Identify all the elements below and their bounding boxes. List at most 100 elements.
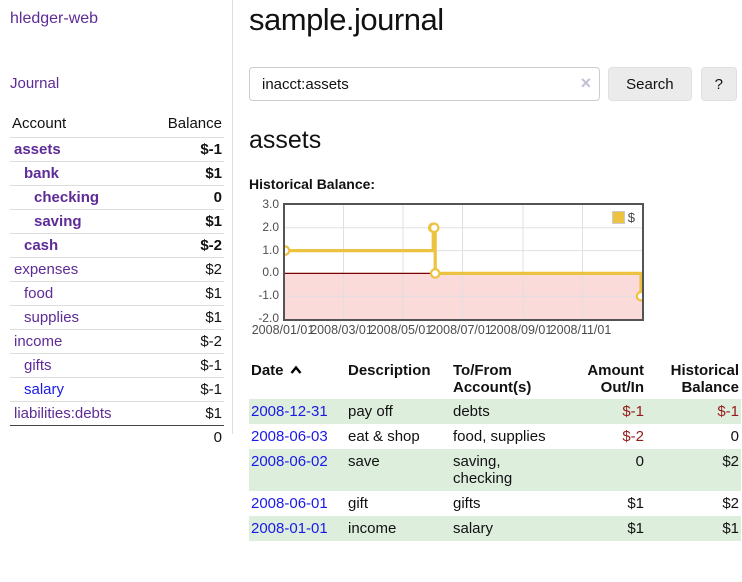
register-header-description: Description bbox=[348, 362, 431, 379]
transaction-balance: 0 bbox=[730, 428, 739, 445]
account-link[interactable]: bank bbox=[24, 165, 60, 182]
transaction-balance: $-1 bbox=[717, 403, 739, 420]
account-row: bank $1 bbox=[10, 161, 224, 186]
page-title: sample.journal bbox=[249, 2, 444, 37]
account-row: income $-2 bbox=[10, 329, 224, 354]
transaction-date-link[interactable]: 2008-06-02 bbox=[251, 453, 328, 470]
main-content: sample.journal × Search ? assets Histori… bbox=[245, 0, 742, 541]
chart-canvas bbox=[279, 205, 647, 319]
register-header-amount: Amount Out/In bbox=[587, 362, 644, 396]
account-balance: $1 bbox=[117, 305, 224, 330]
account-link[interactable]: cash bbox=[24, 237, 59, 254]
search-button[interactable]: Search bbox=[608, 67, 692, 101]
transaction-balance: $1 bbox=[722, 520, 739, 537]
accounts-total-value: 0 bbox=[117, 425, 224, 449]
transaction-row: 2008-12-31 pay off debts $-1 $-1 bbox=[249, 399, 741, 424]
y-axis-tick-label: 0.0 bbox=[262, 265, 279, 280]
transaction-accounts: saving, checking bbox=[453, 453, 513, 487]
chart-title: Historical Balance: bbox=[249, 176, 376, 192]
account-link[interactable]: gifts bbox=[24, 357, 52, 374]
y-axis-tick-label: 1.0 bbox=[262, 242, 279, 257]
transaction-balance: $2 bbox=[722, 453, 739, 470]
account-row: salary $-1 bbox=[10, 377, 224, 402]
account-row: gifts $-1 bbox=[10, 353, 224, 378]
transaction-accounts: gifts bbox=[453, 495, 481, 512]
account-row: liabilities:debts $1 bbox=[10, 401, 224, 426]
accounts-header-balance: Balance bbox=[167, 115, 222, 132]
x-axis-tick-label: 2008/11/01 bbox=[549, 323, 612, 337]
account-link[interactable]: expenses bbox=[14, 261, 79, 278]
x-axis-tick-label: 2008/05/01 bbox=[369, 323, 433, 337]
transaction-date-link[interactable]: 2008-01-01 bbox=[251, 520, 328, 537]
transaction-accounts: food, supplies bbox=[453, 428, 546, 445]
transaction-description: pay off bbox=[348, 403, 393, 420]
account-row: supplies $1 bbox=[10, 305, 224, 330]
register-header-date[interactable]: Date bbox=[249, 359, 346, 399]
account-link[interactable]: supplies bbox=[24, 309, 80, 326]
account-row: cash $-2 bbox=[10, 233, 224, 258]
transaction-date-link[interactable]: 2008-12-31 bbox=[251, 403, 328, 420]
transaction-amount: $1 bbox=[627, 495, 644, 512]
register-header-accounts: To/From Account(s) bbox=[453, 362, 532, 396]
accounts-header-account: Account bbox=[12, 115, 67, 132]
transaction-row: 2008-06-01 gift gifts $1 $2 bbox=[249, 491, 741, 516]
account-balance: $2 bbox=[117, 257, 224, 282]
account-balance: $1 bbox=[117, 281, 224, 306]
account-link[interactable]: saving bbox=[34, 213, 82, 230]
y-axis-tick-label: -2.0 bbox=[258, 311, 279, 325]
transaction-amount: 0 bbox=[635, 453, 644, 470]
chart-plot-area: $ bbox=[279, 203, 647, 321]
account-link[interactable]: salary bbox=[24, 381, 65, 398]
x-axis-tick-label: 2008/09/01 bbox=[489, 323, 553, 337]
legend-label: $ bbox=[627, 210, 635, 225]
account-row: expenses $2 bbox=[10, 257, 224, 282]
account-row: food $1 bbox=[10, 281, 224, 306]
search-input[interactable] bbox=[249, 67, 601, 101]
account-link[interactable]: income bbox=[14, 333, 63, 350]
x-axis-tick-label: 2008/07/01 bbox=[429, 323, 492, 337]
transaction-amount: $-1 bbox=[622, 403, 644, 420]
register-header-balance: Historical Balance bbox=[670, 362, 739, 396]
transaction-row: 2008-06-03 eat & shop food, supplies $-2 0 bbox=[249, 424, 741, 449]
transaction-description: income bbox=[348, 520, 397, 537]
transaction-date-link[interactable]: 2008-06-03 bbox=[251, 428, 328, 445]
account-balance: $-1 bbox=[117, 353, 224, 378]
transaction-date-link[interactable]: 2008-06-01 bbox=[251, 495, 328, 512]
accounts-table: Account Balance assets $-1 bank $1 checking 0… bbox=[10, 112, 224, 449]
sidebar-item-journal[interactable]: Journal bbox=[10, 75, 60, 92]
y-axis-tick-label: 3.0 bbox=[262, 197, 279, 211]
transaction-row: 2008-06-02 save saving, checking 0 $2 bbox=[249, 449, 741, 491]
transaction-description: gift bbox=[348, 495, 369, 512]
transaction-accounts: debts bbox=[453, 403, 490, 420]
account-balance: $1 bbox=[117, 401, 224, 426]
transaction-description: save bbox=[348, 453, 380, 470]
transaction-amount: $1 bbox=[627, 520, 644, 537]
account-link[interactable]: food bbox=[24, 285, 54, 302]
y-axis-tick-label: -1.0 bbox=[258, 288, 279, 303]
transaction-balance: $2 bbox=[722, 495, 739, 512]
account-balance: $-2 bbox=[117, 329, 224, 354]
transaction-amount: $-2 bbox=[622, 428, 644, 445]
transaction-row: 2008-01-01 income salary $1 $1 bbox=[249, 516, 741, 541]
account-balance: $1 bbox=[117, 209, 224, 234]
sidebar: hledger-web Journal Account Balance asse… bbox=[0, 0, 233, 449]
account-balance: 0 bbox=[117, 185, 224, 210]
sort-ascending-icon bbox=[290, 365, 301, 374]
help-button[interactable]: ? bbox=[700, 67, 737, 101]
account-link[interactable]: assets bbox=[14, 141, 61, 158]
x-axis-tick-label: 2008/03/01 bbox=[310, 323, 373, 337]
y-axis-tick-label: 2.0 bbox=[262, 219, 279, 234]
transaction-description: eat & shop bbox=[348, 428, 420, 445]
account-link[interactable]: checking bbox=[34, 189, 100, 206]
account-balance: $-1 bbox=[117, 377, 224, 402]
historical-balance-chart: $ 3.0 2.0 1.0 0.0 -1.0 -2.0 2008/01/01 2008/03/… bbox=[249, 197, 669, 341]
account-balance: $1 bbox=[117, 161, 224, 186]
chart-legend: $ bbox=[609, 209, 637, 226]
account-link[interactable]: liabilities:debts bbox=[14, 405, 112, 422]
search-clear-icon[interactable]: × bbox=[580, 73, 592, 93]
app-brand-link[interactable]: hledger-web bbox=[10, 10, 99, 27]
account-row: checking 0 bbox=[10, 185, 224, 210]
account-balance: $-1 bbox=[117, 137, 224, 162]
search-form: × Search ? bbox=[249, 67, 737, 101]
account-row: assets $-1 bbox=[10, 137, 224, 162]
